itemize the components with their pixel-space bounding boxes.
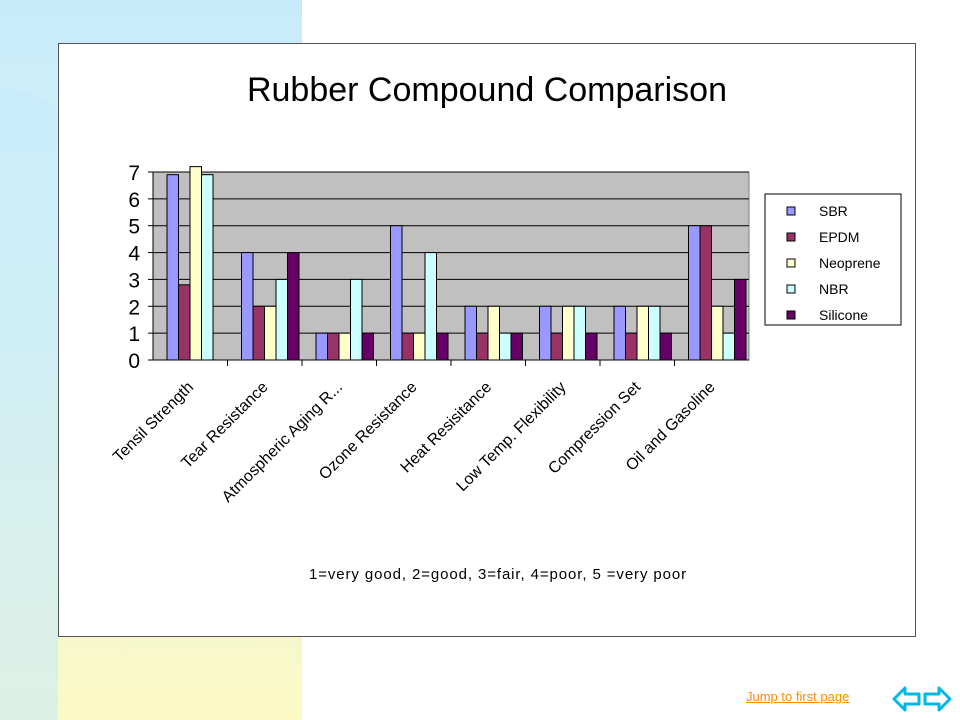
bar-nbr	[275, 278, 288, 361]
y-axis-ticks: 0 1 2 3 4 5 6 7	[128, 162, 153, 373]
y-tick-label: 6	[128, 189, 140, 212]
bar-neoprene	[189, 166, 202, 361]
bar-neoprene	[487, 305, 500, 361]
bar-sbr	[688, 225, 701, 361]
bar-neoprene	[636, 305, 649, 361]
bar-nbr	[424, 252, 437, 361]
bar-epdm	[401, 332, 414, 361]
bar-nbr	[573, 305, 586, 361]
bar-sbr	[613, 305, 626, 361]
bar-epdm	[327, 332, 340, 361]
legend-swatch	[786, 310, 796, 320]
legend-label: NBR	[819, 281, 849, 297]
bar-neoprene	[562, 305, 575, 361]
x-tick-label: Tensil Strength	[110, 379, 197, 466]
legend-swatch	[786, 258, 796, 268]
legend-label: Silicone	[819, 307, 868, 323]
arrow-left-icon[interactable]	[892, 684, 922, 714]
legend-swatch	[786, 206, 796, 216]
y-tick-label: 0	[128, 350, 140, 373]
bar-epdm	[625, 332, 638, 361]
bar-silicone	[585, 332, 598, 361]
y-tick-label: 7	[128, 162, 140, 185]
arrow-right-icon[interactable]	[922, 684, 952, 714]
y-tick-label: 5	[128, 216, 140, 239]
bar-neoprene	[711, 305, 724, 361]
chart-frame: Rubber Compound Comparison 0 1 2 3 4 5 6 7 Tens…	[58, 43, 916, 637]
bar-sbr	[539, 305, 552, 361]
y-tick-label: 3	[128, 269, 140, 292]
legend: SBR EPDM Neoprene NBR Silicone	[764, 193, 902, 326]
bar-epdm	[550, 332, 563, 361]
jump-to-first-page-link[interactable]: Jump to first page	[746, 689, 850, 704]
legend-label: Neoprene	[819, 255, 881, 271]
legend-swatch	[786, 232, 796, 242]
bar-nbr	[722, 332, 735, 361]
bar-sbr	[166, 174, 179, 361]
bar-nbr	[648, 305, 661, 361]
bar-sbr	[464, 305, 477, 361]
bar-neoprene	[338, 332, 351, 361]
bar-sbr	[241, 252, 254, 361]
legend-label: EPDM	[819, 229, 859, 245]
y-tick-label: 4	[128, 243, 140, 266]
plot-area	[152, 166, 750, 361]
bar-silicone	[734, 278, 747, 361]
x-tick-label: Atmospheric Aging R...	[219, 379, 346, 506]
bar-silicone	[361, 332, 374, 361]
bar-neoprene	[264, 305, 277, 361]
bar-silicone	[510, 332, 523, 361]
bar-nbr	[499, 332, 512, 361]
bar-silicone	[436, 332, 449, 361]
bar-neoprene	[413, 332, 426, 361]
bar-epdm	[178, 284, 191, 361]
bar-nbr	[201, 174, 214, 361]
chart-title: Rubber Compound Comparison	[247, 71, 727, 109]
bar-epdm	[252, 305, 265, 361]
y-tick-label: 2	[128, 296, 140, 319]
bar-epdm	[699, 225, 712, 361]
y-tick-label: 1	[128, 323, 140, 346]
bar-silicone	[287, 252, 300, 361]
legend-label: SBR	[819, 203, 848, 219]
bar-nbr	[350, 278, 363, 361]
bar-sbr	[315, 332, 328, 361]
bar-chart: Rubber Compound Comparison 0 1 2 3 4 5 6 7 Tens…	[110, 71, 902, 583]
bar-silicone	[659, 332, 672, 361]
bar-epdm	[476, 332, 489, 361]
bar-sbr	[390, 225, 403, 361]
rating-scale-note: 1=very good, 2=good, 3=fair, 4=poor, 5 =…	[309, 566, 687, 583]
legend-swatch	[786, 284, 796, 294]
